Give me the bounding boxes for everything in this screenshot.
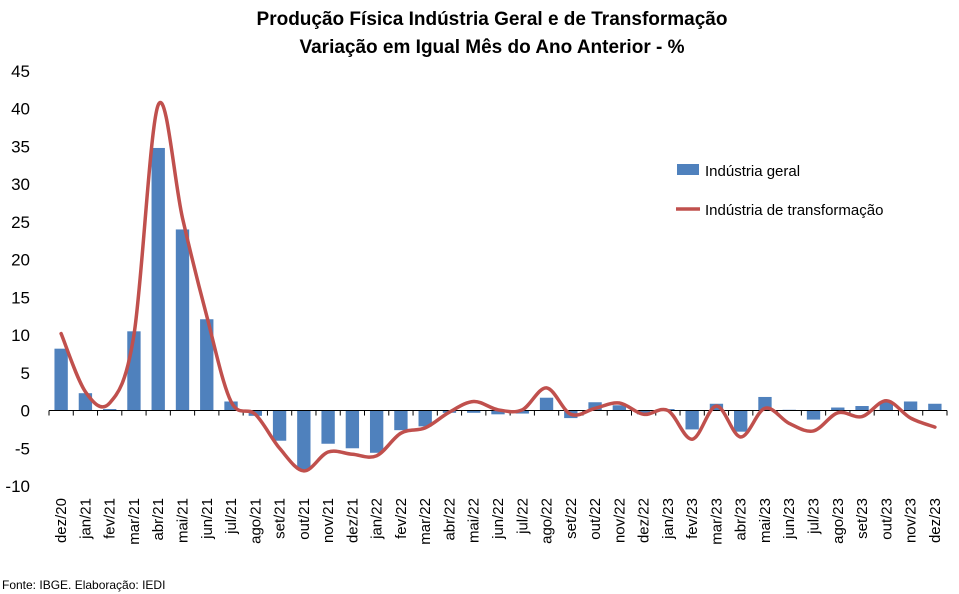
- bar-dez/22: [636, 410, 651, 415]
- x-tick-label: dez/21: [344, 498, 361, 543]
- bar-jan/22: [369, 410, 384, 453]
- legend-label-industria-geral: Indústria geral: [705, 163, 800, 180]
- bar-series-industria-geral: [54, 147, 942, 470]
- chart-title: Produção Física Indústria Geral e de Tra…: [257, 9, 728, 30]
- x-tick-label: ago/21: [247, 498, 264, 544]
- bar-fev/21: [103, 409, 117, 411]
- y-axis: 45 40 35 30 25 20 15 10 5 0 -5 -10: [5, 62, 30, 496]
- bar-dez/23: [928, 403, 942, 411]
- x-tick-label: mai/21: [174, 498, 191, 543]
- bar-ago/23: [831, 407, 845, 411]
- bar-nov/21: [321, 410, 335, 444]
- x-tick-label: dez/23: [927, 498, 944, 543]
- x-tick-label: out/22: [587, 498, 604, 540]
- x-tick-label: jul/21: [223, 498, 240, 535]
- x-tick-label: fev/23: [684, 498, 701, 539]
- y-tick-label: -10: [5, 477, 30, 496]
- x-tick-label: nov/21: [320, 498, 337, 543]
- y-tick-label: 20: [11, 251, 30, 270]
- x-tick-label: abr/22: [441, 498, 458, 541]
- x-tick-label: abr/23: [733, 498, 750, 541]
- x-tick-label: mar/21: [126, 498, 143, 545]
- source-note: Fonte: IBGE. Elaboração: IEDI: [2, 578, 165, 592]
- bar-mai/21: [175, 229, 190, 411]
- bar-jul/22: [515, 410, 529, 414]
- y-tick-label: 15: [11, 288, 30, 307]
- x-tick-label: set/21: [272, 498, 289, 539]
- bar-jun/21: [200, 319, 214, 411]
- legend-swatch-industria-geral: [677, 164, 699, 175]
- y-tick-label: 0: [21, 402, 30, 421]
- x-tick-label: mar/22: [417, 498, 434, 545]
- bar-nov/23: [903, 401, 918, 411]
- x-tick-label: jun/22: [490, 498, 507, 540]
- bar-fev/23: [685, 410, 699, 430]
- x-tick-label: mar/23: [708, 498, 725, 545]
- bar-abr/23: [734, 410, 748, 432]
- bar-mar/22: [418, 410, 432, 427]
- y-tick-label: 35: [11, 137, 30, 156]
- x-tick-label: out/21: [296, 498, 313, 540]
- legend-label-industria-transformacao: Indústria de transformação: [705, 202, 883, 219]
- x-tick-label: nov/22: [611, 498, 628, 543]
- x-tick-label: nov/23: [903, 498, 920, 543]
- x-axis-tick-labels: dez/20 jan/21 fev/21 mar/21 abr/21 mai/21 jun/…: [53, 498, 944, 545]
- y-tick-label: 30: [11, 175, 30, 194]
- x-tick-label: jun/23: [781, 498, 798, 540]
- bar-abr/21: [151, 147, 165, 411]
- bar-out/23: [879, 401, 893, 411]
- bar-mai/22: [467, 410, 481, 413]
- bar-ago/22: [539, 397, 554, 411]
- bar-jun/22: [491, 410, 505, 415]
- bar-out/22: [588, 402, 602, 411]
- x-tick-label: fev/22: [393, 498, 410, 539]
- x-tick-label: ago/23: [830, 498, 847, 544]
- x-tick-label: mai/23: [757, 498, 774, 543]
- bar-fev/22: [394, 410, 408, 431]
- bar-jul/21: [224, 401, 238, 411]
- line-series-industria-transformacao: [59, 100, 937, 473]
- x-tick-label: dez/20: [53, 498, 70, 543]
- x-tick-label: jan/22: [369, 498, 386, 540]
- x-tick-label: abr/21: [150, 498, 167, 541]
- y-tick-label: 40: [11, 100, 30, 119]
- x-tick-label: jan/23: [660, 498, 677, 540]
- y-tick-label: 25: [11, 213, 30, 232]
- y-tick-label: 10: [11, 326, 30, 345]
- x-tick-label: out/23: [878, 498, 895, 540]
- bar-set/21: [272, 410, 287, 441]
- y-tick-label: -5: [15, 439, 30, 458]
- legend: Indústria geral Indústria de transformaç…: [676, 163, 883, 219]
- chart-subtitle: Variação em Igual Mês do Ano Anterior - …: [299, 37, 684, 58]
- bar-set/23: [855, 406, 869, 411]
- x-tick-label: jan/21: [77, 498, 94, 540]
- y-tick-label: 5: [21, 364, 30, 383]
- bar-dez/20: [54, 348, 68, 411]
- bar-dez/21: [345, 410, 360, 449]
- bar-jul/23: [806, 410, 821, 420]
- x-tick-label: ago/22: [539, 498, 556, 544]
- bar-out/21: [297, 410, 311, 470]
- x-tick-label: set/23: [854, 498, 871, 539]
- x-tick-label: dez/22: [636, 498, 653, 543]
- bar-nov/22: [612, 405, 627, 411]
- x-tick-label: set/22: [563, 498, 580, 539]
- x-tick-label: jul/23: [806, 498, 823, 535]
- y-tick-label: 45: [11, 62, 30, 81]
- x-tick-label: fev/21: [102, 498, 119, 539]
- x-tick-label: mai/22: [466, 498, 483, 543]
- x-tick-label: jun/21: [199, 498, 216, 540]
- x-tick-label: jul/22: [514, 498, 531, 535]
